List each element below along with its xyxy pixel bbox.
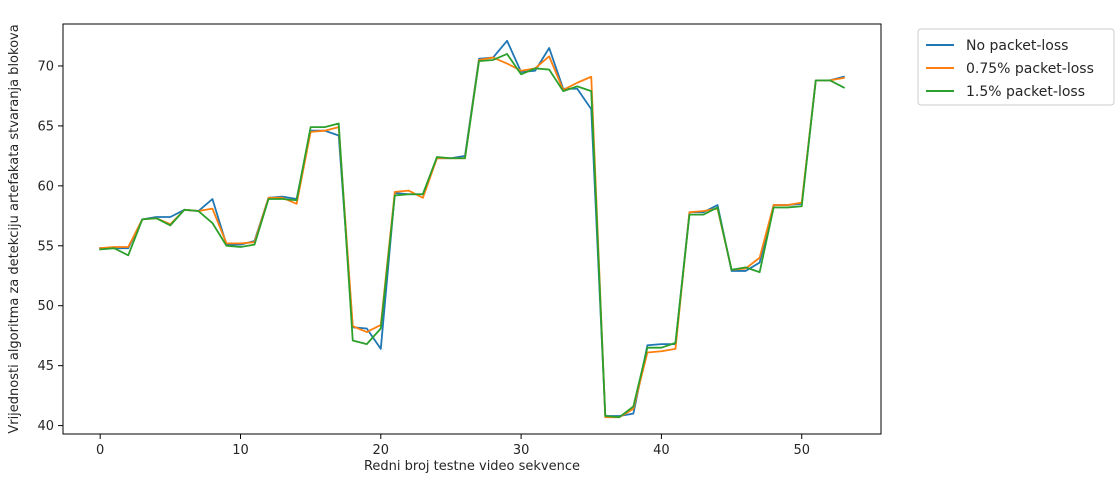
x-tick-label: 20 — [373, 443, 390, 458]
y-tick-label: 40 — [37, 419, 54, 434]
legend-items: No packet-loss 0.75% packet-loss 1.5% pack… — [926, 38, 1094, 100]
legend-label-2: 1.5% packet-loss — [966, 84, 1085, 100]
x-tick-label: 10 — [232, 443, 249, 458]
x-tick-label: 0 — [96, 443, 104, 458]
y-tick-label: 70 — [37, 59, 54, 74]
x-axis-label: Redni broj testne video sekvence — [364, 459, 580, 474]
plot-frame — [62, 23, 882, 435]
x-tick-label: 40 — [653, 443, 670, 458]
legend-frame — [917, 28, 1115, 106]
x-tick-label: 50 — [793, 443, 810, 458]
series-line-2 — [99, 53, 846, 419]
y-tick-label: 65 — [37, 119, 54, 134]
y-tick-label: 45 — [37, 359, 54, 374]
legend-label-1: 0.75% packet-loss — [966, 61, 1094, 77]
y-tick-label: 60 — [37, 179, 54, 194]
y-tick-label: 50 — [37, 299, 54, 314]
y-axis-label: Vrijednosti algoritma za detekciju artef… — [7, 24, 22, 433]
y-axis-ticks: 40 45 50 55 60 65 70 — [37, 59, 63, 434]
legend: No packet-loss 0.75% packet-loss 1.5% pack… — [917, 28, 1115, 106]
x-axis-ticks: 0 10 20 30 40 50 — [96, 434, 810, 458]
x-tick-label: 30 — [513, 443, 530, 458]
series-layer — [99, 39, 846, 419]
legend-label-0: No packet-loss — [966, 38, 1068, 54]
plot-background — [63, 24, 881, 434]
y-tick-label: 55 — [37, 239, 54, 254]
